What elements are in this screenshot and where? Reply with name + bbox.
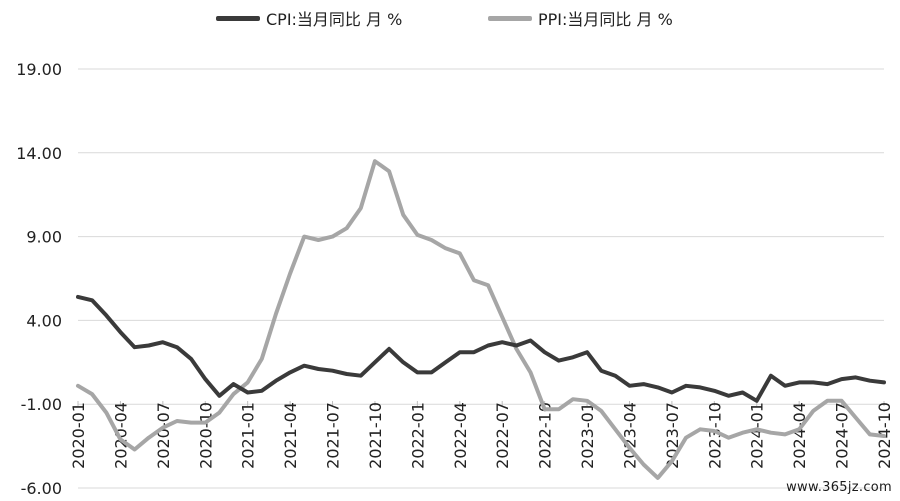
y-tick-label: 4.00 (26, 311, 62, 330)
legend-item-ppi: PPI:当月同比 月 % (488, 6, 673, 30)
x-tick-label: 2021-01 (239, 402, 258, 469)
x-tick-label: 2023-01 (578, 402, 597, 469)
y-axis-ticks: 19.00 14.00 9.00 4.00 -1.00 -6.00 (16, 60, 62, 498)
x-axis-ticks: 2020-01 2020-04 2020-07 2020-10 2021-01 2021-… (69, 401, 894, 469)
y-tick-label: -6.00 (21, 479, 62, 498)
x-tick-label: 2022-04 (451, 402, 470, 469)
y-tick-label: 9.00 (26, 228, 62, 247)
legend-label-cpi: CPI:当月同比 月 % (266, 10, 403, 29)
legend-swatch-ppi (488, 15, 532, 21)
series-line-cpi (76, 294, 886, 403)
legend-item-cpi: CPI:当月同比 月 % (216, 6, 402, 30)
gridlines (78, 68, 884, 489)
x-tick-label: 2024-04 (790, 402, 809, 469)
x-tick-label: 2023-10 (705, 402, 724, 469)
x-tick-label: 2022-07 (493, 402, 512, 469)
x-tick-label: 2021-07 (324, 402, 343, 469)
x-tick-label: 2020-01 (69, 402, 88, 469)
series-lines (76, 159, 886, 480)
x-tick-label: 2020-04 (111, 402, 130, 469)
x-tick-label: 2024-07 (833, 402, 852, 469)
x-tick-label: 2022-10 (536, 402, 555, 469)
y-tick-label: 19.00 (16, 60, 62, 79)
y-tick-label: 14.00 (16, 144, 62, 163)
x-tick-label: 2020-10 (196, 402, 215, 469)
x-tick-label: 2022-01 (408, 402, 427, 469)
legend-swatch-cpi (216, 15, 260, 21)
watermark-text: www.365jz.com (786, 480, 892, 495)
series-line-ppi (76, 159, 886, 480)
legend-label-ppi: PPI:当月同比 月 % (538, 10, 673, 29)
chart-legend: CPI:当月同比 月 % PPI:当月同比 月 % (0, 6, 900, 32)
x-tick-label: 2021-04 (281, 402, 300, 469)
x-tick-label: 2020-07 (154, 402, 173, 469)
y-tick-label: -1.00 (21, 395, 62, 414)
x-tick-label: 2021-10 (366, 402, 385, 469)
x-tick-label: 2024-01 (748, 402, 767, 469)
